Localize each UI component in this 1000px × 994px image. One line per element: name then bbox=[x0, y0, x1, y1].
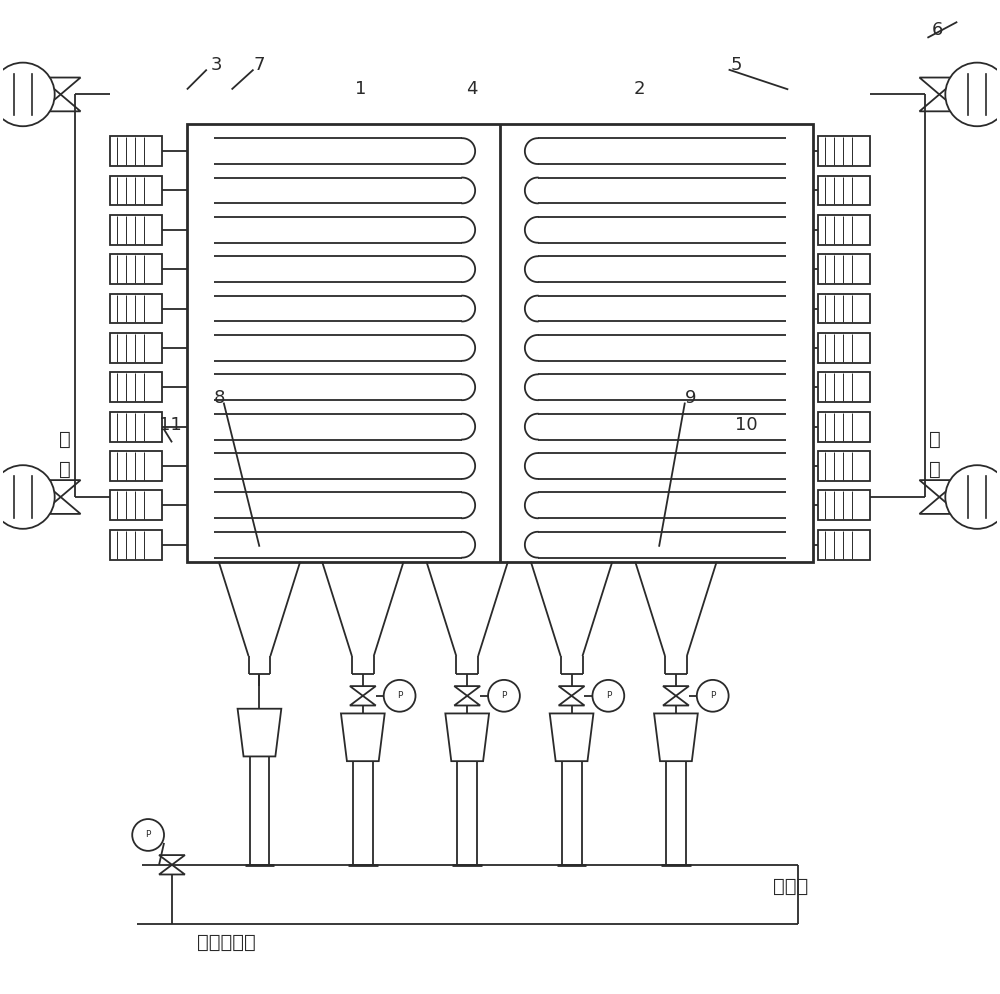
Circle shape bbox=[592, 680, 624, 712]
Polygon shape bbox=[559, 696, 584, 706]
Polygon shape bbox=[238, 709, 281, 756]
Bar bbox=[110, 333, 162, 363]
Bar bbox=[110, 176, 162, 206]
Text: 1: 1 bbox=[355, 81, 367, 98]
Polygon shape bbox=[919, 480, 959, 497]
Polygon shape bbox=[445, 714, 489, 761]
Text: 出: 出 bbox=[929, 429, 941, 449]
Bar bbox=[818, 293, 870, 323]
Text: P: P bbox=[501, 691, 507, 701]
Bar bbox=[818, 136, 870, 166]
Polygon shape bbox=[919, 94, 959, 111]
Circle shape bbox=[0, 63, 55, 126]
Circle shape bbox=[697, 680, 729, 712]
Bar bbox=[110, 136, 162, 166]
Text: 2: 2 bbox=[633, 81, 645, 98]
Polygon shape bbox=[454, 686, 480, 696]
Bar bbox=[818, 412, 870, 441]
Bar bbox=[110, 530, 162, 560]
Polygon shape bbox=[341, 714, 385, 761]
Polygon shape bbox=[559, 686, 584, 696]
Polygon shape bbox=[654, 714, 698, 761]
Text: 7: 7 bbox=[254, 56, 265, 74]
Bar bbox=[818, 176, 870, 206]
Circle shape bbox=[0, 465, 55, 529]
Text: 5: 5 bbox=[731, 56, 742, 74]
Bar bbox=[110, 451, 162, 481]
Polygon shape bbox=[41, 497, 81, 514]
Polygon shape bbox=[41, 94, 81, 111]
Bar bbox=[818, 215, 870, 245]
Bar bbox=[110, 373, 162, 403]
Text: 4: 4 bbox=[466, 81, 478, 98]
Polygon shape bbox=[550, 714, 593, 761]
Text: 11: 11 bbox=[159, 416, 181, 434]
Bar bbox=[818, 490, 870, 520]
Bar bbox=[818, 333, 870, 363]
Bar bbox=[818, 373, 870, 403]
Polygon shape bbox=[41, 78, 81, 94]
Bar bbox=[818, 451, 870, 481]
Polygon shape bbox=[350, 696, 376, 706]
Circle shape bbox=[384, 680, 416, 712]
Text: P: P bbox=[145, 830, 151, 840]
Polygon shape bbox=[159, 855, 185, 865]
Circle shape bbox=[132, 819, 164, 851]
Bar bbox=[110, 490, 162, 520]
Polygon shape bbox=[454, 696, 480, 706]
Text: 10: 10 bbox=[735, 416, 758, 434]
Text: P: P bbox=[710, 691, 715, 701]
Polygon shape bbox=[663, 686, 689, 696]
Text: 出: 出 bbox=[59, 429, 71, 449]
Bar bbox=[187, 124, 813, 562]
Bar bbox=[110, 412, 162, 441]
Bar bbox=[110, 293, 162, 323]
Text: 3: 3 bbox=[211, 56, 222, 74]
Text: P: P bbox=[606, 691, 611, 701]
Text: 水: 水 bbox=[59, 459, 71, 479]
Polygon shape bbox=[663, 696, 689, 706]
Bar bbox=[818, 530, 870, 560]
Bar bbox=[110, 215, 162, 245]
Circle shape bbox=[945, 63, 1000, 126]
Polygon shape bbox=[159, 865, 185, 875]
Circle shape bbox=[945, 465, 1000, 529]
Polygon shape bbox=[919, 497, 959, 514]
Text: 接压缩空气: 接压缩空气 bbox=[197, 932, 256, 952]
Polygon shape bbox=[350, 686, 376, 696]
Text: 至灰库: 至灰库 bbox=[773, 877, 809, 897]
Circle shape bbox=[488, 680, 520, 712]
Text: 水: 水 bbox=[929, 459, 941, 479]
Bar bbox=[110, 254, 162, 284]
Text: 6: 6 bbox=[932, 21, 943, 39]
Bar bbox=[818, 254, 870, 284]
Text: 8: 8 bbox=[214, 389, 225, 407]
Text: P: P bbox=[397, 691, 402, 701]
Text: 9: 9 bbox=[685, 389, 697, 407]
Polygon shape bbox=[919, 78, 959, 94]
Polygon shape bbox=[41, 480, 81, 497]
